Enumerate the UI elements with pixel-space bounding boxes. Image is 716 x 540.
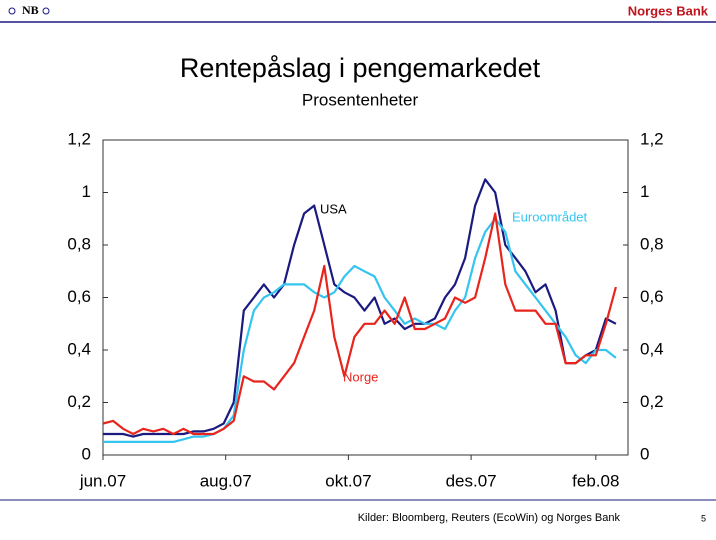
logo-ornament xyxy=(8,7,16,15)
y-tick-label: 0,8 xyxy=(67,234,91,253)
page-number: 5 xyxy=(701,513,706,523)
y-tick-label: 1 xyxy=(82,182,91,201)
logo-ornament xyxy=(42,7,50,15)
series-label: Euroområdet xyxy=(512,209,588,224)
series-label: Norge xyxy=(343,369,378,384)
chart-subtitle: Prosentenheter xyxy=(302,90,419,109)
x-tick-label: aug.07 xyxy=(200,471,252,490)
y-tick-label: 0,4 xyxy=(67,339,91,358)
chart-title: Rentepåslag i pengemarkedet xyxy=(180,53,541,83)
y-tick-label: 0,2 xyxy=(67,392,91,411)
x-tick-label: okt.07 xyxy=(325,471,371,490)
y2-tick-label: 0,4 xyxy=(640,339,664,358)
y2-tick-label: 0,2 xyxy=(640,392,664,411)
x-tick-label: feb.08 xyxy=(572,471,619,490)
y-tick-label: 0,6 xyxy=(67,287,91,306)
y-tick-label: 0 xyxy=(82,444,91,463)
y2-tick-label: 1 xyxy=(640,182,649,201)
series-line xyxy=(103,217,617,443)
series-line xyxy=(102,212,617,436)
y2-tick-label: 0,8 xyxy=(640,234,664,253)
x-tick-label: des.07 xyxy=(446,471,497,490)
y-tick-label: 1,2 xyxy=(67,129,91,148)
y2-tick-label: 1,2 xyxy=(640,129,664,148)
logo: NB xyxy=(22,3,39,17)
x-tick-label: jun.07 xyxy=(79,471,126,490)
brand: Norges Bank xyxy=(628,3,709,18)
y2-tick-label: 0 xyxy=(640,444,649,463)
series-line xyxy=(103,178,617,438)
series-label: USA xyxy=(320,201,347,216)
source: Kilder: Bloomberg, Reuters (EcoWin) og N… xyxy=(358,512,621,524)
y2-tick-label: 0,6 xyxy=(640,287,664,306)
